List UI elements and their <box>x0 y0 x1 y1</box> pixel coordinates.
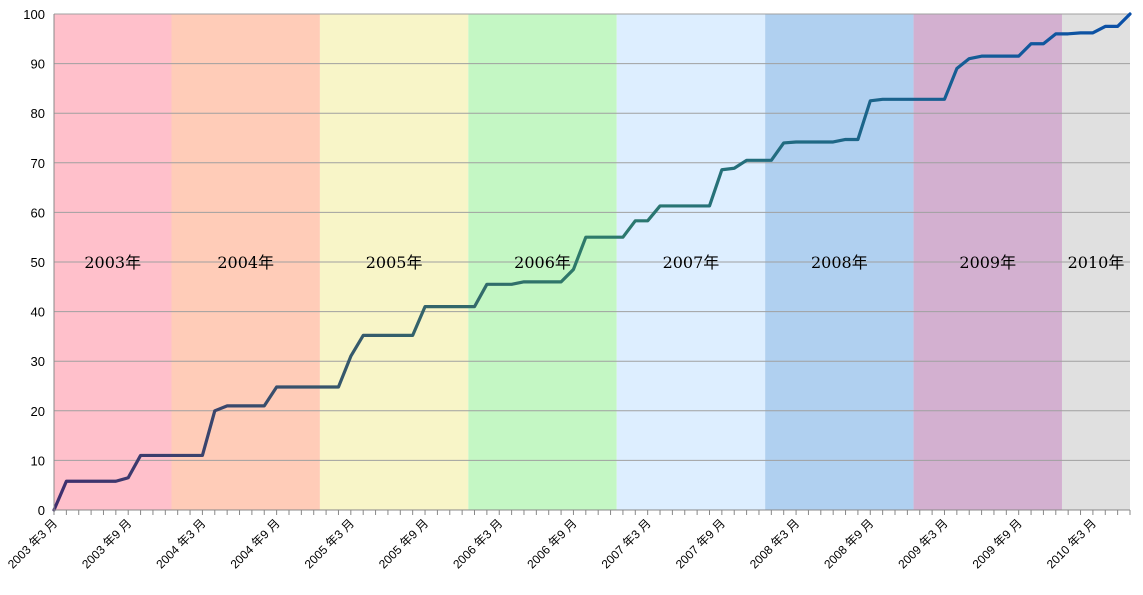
x-tick-label: 2006 年3 月 <box>450 516 505 571</box>
y-tick-label: 40 <box>31 305 45 320</box>
x-tick-label: 2009 年9 月 <box>970 516 1025 571</box>
year-band-label: 2008年 <box>811 253 868 272</box>
year-band-label: 2005年 <box>366 253 423 272</box>
y-tick-label: 70 <box>31 156 45 171</box>
x-tick-label: 2005 年9 月 <box>376 516 431 571</box>
y-tick-label: 0 <box>38 503 45 518</box>
y-tick-labels: 0 10 20 30 40 50 60 70 80 90 100 <box>23 7 45 518</box>
series-lines <box>52 12 1132 512</box>
series-line <box>52 12 1132 512</box>
x-tick-labels: 2003 年3 月 2003 年9 月 2004 年3 月 2004 年9 月 2005… <box>5 516 1099 571</box>
gridlines <box>54 13 1130 461</box>
year-band-label: 2006年 <box>514 253 571 272</box>
year-band-labels: 2003年 2004年 2005年 2006年 2007年 2008年 2009年 2010年 <box>84 253 1124 272</box>
y-tick-label: 50 <box>31 255 45 270</box>
x-tick-label: 2009 年3 月 <box>895 516 950 571</box>
y-tick-label: 90 <box>31 57 45 72</box>
x-tick-label: 2007 年3 月 <box>599 516 654 571</box>
y-tick-label: 20 <box>31 404 45 419</box>
x-tick-label: 2010 年3 月 <box>1044 516 1099 571</box>
y-tick-label: 30 <box>31 354 45 369</box>
x-tick-label: 2006 年9 月 <box>524 516 579 571</box>
year-band-label: 2009年 <box>959 253 1016 272</box>
y-tick-label: 100 <box>23 7 45 22</box>
year-band-label: 2007年 <box>663 253 720 272</box>
x-tick-label: 2005 年3 月 <box>302 516 357 571</box>
year-band-label: 2004年 <box>217 253 274 272</box>
x-tick-label: 2003 年9 月 <box>79 516 134 571</box>
year-band-label: 2010年 <box>1068 253 1125 272</box>
x-tick-label: 2003 年3 月 <box>5 516 60 571</box>
y-tick-label: 60 <box>31 205 45 220</box>
year-band-label: 2003年 <box>84 253 141 272</box>
x-tick-label: 2004 年3 月 <box>153 516 208 571</box>
x-tick-label: 2004 年9 月 <box>228 516 283 571</box>
y-tick-label: 80 <box>31 106 45 121</box>
y-tick-label: 10 <box>31 453 45 468</box>
x-tick-label: 2007 年9 月 <box>673 516 728 571</box>
axes <box>53 14 1131 515</box>
x-tick-label: 2008 年9 月 <box>821 516 876 571</box>
x-tick-label: 2008 年3 月 <box>747 516 802 571</box>
